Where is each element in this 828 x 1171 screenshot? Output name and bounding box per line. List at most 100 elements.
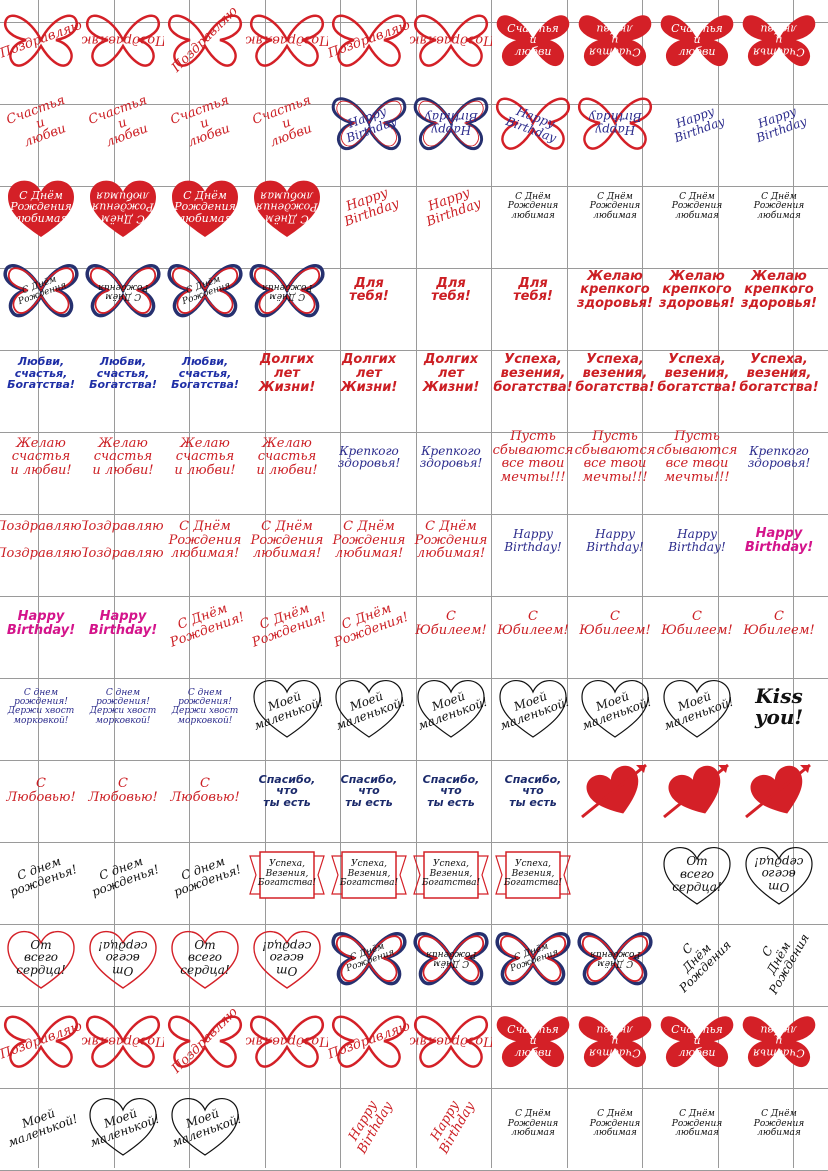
- sticker-label: Моей маленькой!: [6, 1105, 80, 1150]
- sticker-label: С Любовью!: [6, 776, 76, 805]
- heart-icon: [7, 930, 75, 989]
- sticker-label: С днем рождения! Держи хвост морковкой!: [89, 687, 157, 726]
- sticker-cell: Счастья и любви: [492, 0, 574, 80]
- sticker-cell: С Днём Рождения: [738, 918, 820, 998]
- grid-line-vertical: [189, 0, 190, 1168]
- ribbon-banner-icon: [249, 851, 325, 900]
- sticker-cell: Для тебя!: [328, 250, 410, 330]
- sticker-label: Счастья и любви: [507, 1022, 559, 1059]
- sticker-label: Крепкого здоровья!: [419, 443, 483, 471]
- sticker-cell: С Днём Рождения любимая: [656, 1085, 738, 1165]
- sticker-cell: Поздравляю! Поздравляю!: [0, 501, 82, 581]
- heart-icon: [89, 1097, 157, 1156]
- sticker-cell: С Днём Рождения любимая: [574, 1085, 656, 1165]
- grid-line-vertical: [264, 0, 266, 1168]
- butterfly-icon: [249, 1015, 325, 1068]
- sticker-label: Счастья и любви: [168, 92, 233, 151]
- ribbon-banner-icon: [495, 851, 571, 900]
- butterfly-icon: [167, 264, 243, 318]
- sticker-label: Желаю крепкого здоровья!: [659, 268, 735, 312]
- sticker-cell: С Днём Рождения: [656, 918, 738, 998]
- sticker-label: Успеха, везения, богатства!: [575, 352, 655, 395]
- sticker-cell: Успеха, везения, богатства!: [656, 334, 738, 414]
- sticker-label: Успеха, Везения, Богатства!: [339, 859, 399, 888]
- sticker-label: Поздравляю: [246, 1033, 328, 1049]
- sticker-cell: Happy Birthday!: [82, 584, 164, 664]
- grid-line-horizontal: [0, 596, 828, 597]
- butterfly-icon: [331, 97, 407, 151]
- sticker-cell: С Днём Рождения: [164, 250, 246, 330]
- sticker-label: Поздравляю! Поздравляю!: [82, 519, 164, 562]
- sticker-cell: Happy Birthday: [574, 83, 656, 163]
- sticker-label: Успеха, Везения, Богатства!: [421, 859, 481, 888]
- sticker-label: С днем рождения! Держи хвост морковкой!: [171, 687, 239, 726]
- sticker-cell: С Днём Рождения: [246, 250, 328, 330]
- sticker-cell: Счастья и любви: [656, 0, 738, 80]
- sticker-cell: Поздравляю: [0, 0, 82, 80]
- sticker-cell: Моей маленькой!: [246, 667, 328, 747]
- sticker-cell: Желаю счастья и любви!: [164, 417, 246, 497]
- sticker-label: Счастья и любви: [671, 21, 723, 58]
- sticker-label: От всего сердца!: [180, 937, 230, 977]
- sticker-cell: С Днём Рождения любимая!: [164, 501, 246, 581]
- heart-with-arrow-icon: [663, 763, 729, 819]
- sticker-cell: Пусть сбываются все твои мечты!!!: [492, 417, 574, 497]
- grid-line-vertical: [415, 0, 417, 1168]
- sticker-cell: С днем рождения! Держи хвост морковкой!: [82, 667, 164, 747]
- sticker-cell: Долгих лет Жизни!: [328, 334, 410, 414]
- sticker-label: Happy Birthday!: [668, 526, 726, 554]
- sticker-cell: Спасибо, что ты есть: [492, 751, 574, 831]
- sticker-cell: С днем рожденья!: [82, 834, 164, 914]
- sticker-cell: Счастья и любви: [738, 0, 820, 80]
- sticker-cell: Счастья и любви: [656, 1001, 738, 1081]
- sticker-cell: С Днём Рождения любимая!: [246, 501, 328, 581]
- butterfly-icon: [167, 1015, 243, 1068]
- sticker-cell: Поздравляю! Поздравляю!: [82, 501, 164, 581]
- sticker-cell: Желаю крепкого здоровья!: [574, 250, 656, 330]
- sticker-cell: С днем рожденья!: [164, 834, 246, 914]
- sticker-cell: Happy Birthday: [410, 83, 492, 163]
- sticker-cell: Моей маленькой!: [492, 667, 574, 747]
- sticker-label: Пусть сбываются все твои мечты!!!: [656, 428, 738, 485]
- heart-icon: [417, 680, 485, 739]
- grid-line-horizontal: [0, 842, 828, 843]
- grid-line-horizontal: [0, 1088, 828, 1089]
- sticker-cell: С Днём Рождения: [492, 918, 574, 998]
- heart-icon: [745, 847, 813, 906]
- sticker-label: Happy Birthday!: [744, 525, 814, 555]
- sticker-label: С Днём Рождения любимая: [507, 1109, 559, 1139]
- sticker-label: С Днём Рождения!: [331, 601, 410, 651]
- sticker-cell: С Днём Рождения любимая: [492, 1085, 574, 1165]
- sticker-cell: Happy Birthday!: [656, 501, 738, 581]
- sticker-cell: Успеха, везения, богатства!: [574, 334, 656, 414]
- butterfly-icon: [578, 1016, 652, 1068]
- butterfly-icon: [3, 264, 79, 318]
- sticker-label: С Юбилеем!: [743, 609, 815, 638]
- sticker-label: С Днём Рождения: [589, 948, 641, 969]
- ribbon-banner-icon: [413, 851, 489, 900]
- sticker-cell: Моей маленькой!: [410, 667, 492, 747]
- sticker-cell: Счастья и любви: [246, 83, 328, 163]
- grid-line-horizontal: [0, 104, 828, 105]
- sticker-cell: Крепкого здоровья!: [328, 417, 410, 497]
- sticker-label: Поздравляю: [82, 32, 164, 48]
- sticker-label: С Днём Рождения любимая: [671, 191, 723, 221]
- grid-line-vertical: [717, 0, 719, 1168]
- sticker-label: Спасибо, что ты есть: [340, 772, 398, 809]
- sticker-label: Happy Birthday!: [88, 609, 158, 638]
- sticker-cell: Счастья и любви: [574, 1001, 656, 1081]
- sticker-cell: [574, 834, 656, 914]
- sticker-cell: Поздравляю: [82, 0, 164, 80]
- sticker-cell: С Юбилеем!: [410, 584, 492, 664]
- sticker-cell: Happy Birthday: [738, 83, 820, 163]
- sticker-cell: Happy Birthday: [328, 83, 410, 163]
- sticker-label: Долгих лет Жизни!: [258, 352, 316, 395]
- sticker-cell: С Днём Рождения любимая: [574, 167, 656, 247]
- sticker-label: Любви, счастья, Богатства!: [171, 355, 239, 392]
- sticker-label: Любви, счастья, Богатства!: [7, 355, 75, 392]
- sticker-label: Пусть сбываются все твои мечты!!!: [574, 428, 656, 485]
- butterfly-icon: [331, 931, 407, 985]
- sticker-label: Желаю счастья и любви!: [174, 435, 236, 478]
- sticker-cell: Успеха, Везения, Богатства!: [328, 834, 410, 914]
- sticker-cell: От всего сердца!: [246, 918, 328, 998]
